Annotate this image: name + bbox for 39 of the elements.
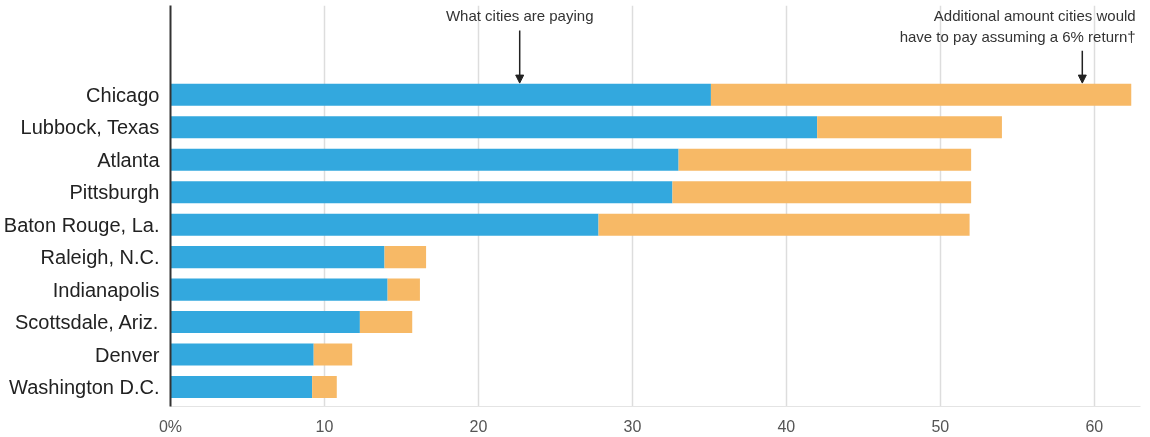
x-tick-label: 40 — [777, 417, 796, 435]
bar — [170, 311, 360, 334]
bar — [170, 148, 679, 171]
text: What cities are paying — [445, 7, 594, 25]
y-tick-label: Washington D.C. — [9, 376, 160, 399]
bar — [170, 83, 711, 106]
y-tick-label: Indianapolis — [52, 278, 160, 301]
bar — [387, 278, 420, 301]
bar — [170, 278, 388, 301]
bar — [312, 375, 337, 399]
bar — [710, 83, 1132, 106]
text: Additional amount cities would have to pay assuming a 6% return† — [899, 7, 1136, 45]
bar — [678, 148, 972, 171]
bar — [170, 375, 313, 399]
bar — [817, 116, 1002, 139]
bar — [170, 181, 673, 204]
x-tick-label: 0% — [158, 417, 183, 435]
bar — [359, 311, 413, 334]
y-tick-label: Atlanta — [97, 148, 161, 171]
bar — [672, 181, 972, 204]
bar — [384, 246, 427, 269]
y-tick-label: Raleigh, N.C. — [40, 246, 160, 269]
bar — [170, 246, 385, 269]
x-tick-label: 30 — [623, 417, 642, 435]
y-tick-label: Scottsdale, Ariz. — [15, 311, 159, 334]
x-tick-label: 50 — [931, 417, 950, 435]
bar — [170, 116, 818, 139]
y-tick-label: Chicago — [86, 83, 160, 106]
bar — [170, 213, 599, 236]
x-tick-label: 10 — [315, 417, 334, 435]
y-tick-label: Baton Rouge, La. — [3, 213, 160, 236]
x-tick-label: 20 — [469, 417, 488, 435]
y-tick-label: Lubbock, Texas — [20, 116, 160, 139]
bar — [170, 343, 314, 366]
bar — [313, 343, 353, 366]
y-tick-label: Denver — [95, 343, 160, 366]
y-tick-label: Pittsburgh — [69, 181, 160, 204]
x-tick-label: 60 — [1085, 417, 1104, 435]
bar — [598, 213, 970, 236]
